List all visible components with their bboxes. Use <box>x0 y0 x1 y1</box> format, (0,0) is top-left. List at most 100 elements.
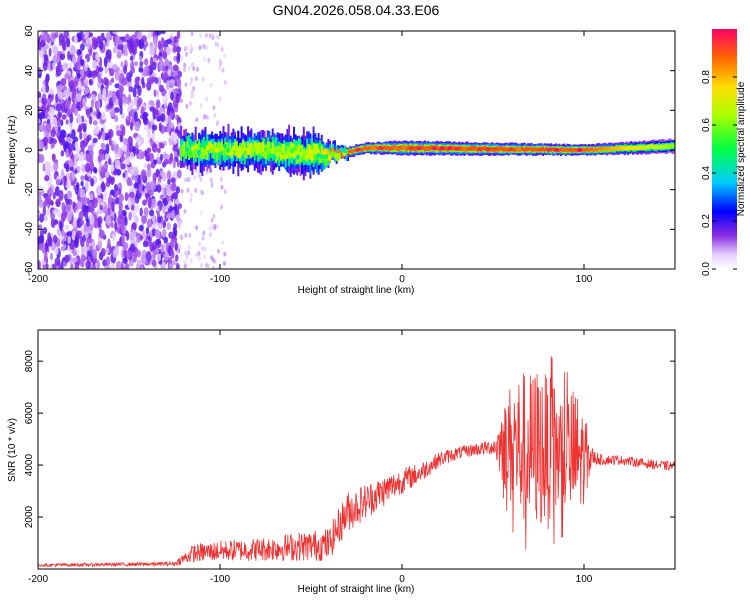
noise-speckle <box>157 40 162 50</box>
noise-speckle <box>44 175 50 182</box>
noise-speckle <box>162 171 167 182</box>
noise-speckle <box>167 116 172 127</box>
noise-speckle <box>134 215 139 224</box>
noise-speckle <box>180 188 184 194</box>
noise-speckle <box>116 129 122 137</box>
signal-cell <box>281 143 284 154</box>
signal-cell <box>664 144 667 149</box>
noise-speckle <box>134 83 140 89</box>
noise-speckle <box>96 185 102 196</box>
signal-peak <box>194 144 198 150</box>
noise-speckle <box>176 169 182 179</box>
signal-cell <box>219 141 222 153</box>
noise-speckle <box>172 158 176 169</box>
noise-speckle <box>78 99 84 109</box>
signal-cell <box>273 146 276 158</box>
noise-speckle <box>152 221 157 231</box>
signal-peak <box>500 147 506 152</box>
noise-speckle <box>77 127 83 133</box>
noise-speckle <box>189 43 193 49</box>
noise-speckle <box>117 215 123 225</box>
noise-speckle <box>129 243 136 252</box>
noise-speckle <box>210 183 214 189</box>
signal-cell <box>263 144 266 158</box>
noise-speckle <box>77 80 82 92</box>
signal-peak <box>523 147 529 152</box>
signal-peak <box>246 150 251 155</box>
noise-speckle <box>208 226 212 232</box>
noise-speckle <box>127 76 132 83</box>
noise-speckle <box>129 55 134 61</box>
snr-y-tick-label: 4000 <box>24 454 35 477</box>
signal-peak <box>554 147 560 152</box>
noise-speckle <box>115 197 120 205</box>
signal-cell <box>483 146 485 151</box>
noise-speckle <box>42 125 47 132</box>
colorbar-gradient <box>712 29 737 269</box>
noise-speckle <box>207 58 211 63</box>
noise-speckle <box>160 113 166 123</box>
noise-speckle <box>69 166 74 172</box>
signal-cell <box>384 146 387 151</box>
noise-speckle <box>81 33 85 39</box>
signal-cell <box>650 144 653 149</box>
noise-speckle <box>203 114 207 120</box>
noise-speckle <box>189 197 193 203</box>
signal-cell <box>627 145 630 150</box>
noise-speckle <box>128 211 132 221</box>
noise-speckle <box>113 184 119 192</box>
noise-speckle <box>55 93 59 104</box>
noise-speckle <box>46 97 52 105</box>
noise-speckle <box>54 31 59 38</box>
noise-speckle <box>133 182 139 189</box>
noise-speckle <box>163 236 169 244</box>
signal-cell <box>668 144 671 150</box>
signal-cell <box>528 146 531 151</box>
noise-speckle <box>220 184 224 190</box>
noise-speckle <box>90 99 95 108</box>
noise-speckle <box>71 129 76 140</box>
noise-speckle <box>72 217 78 228</box>
noise-speckle <box>190 77 194 83</box>
noise-speckle <box>175 254 179 262</box>
signal-peak <box>355 147 361 152</box>
noise-speckle <box>166 109 171 116</box>
signal-peak <box>347 149 353 154</box>
spectrogram-x-tick-label: 100 <box>576 274 593 285</box>
snr-y-label: SNR (10 * v/v) <box>7 418 18 482</box>
noise-speckle <box>167 69 172 77</box>
signal-cell <box>347 152 349 157</box>
signal-peak <box>298 145 303 151</box>
noise-speckle <box>176 54 181 64</box>
signal-cell <box>597 146 600 151</box>
signal-peak <box>281 154 286 160</box>
noise-speckle <box>179 234 183 240</box>
signal-peak <box>255 142 260 148</box>
noise-speckle <box>139 56 143 62</box>
signal-cell <box>468 146 471 152</box>
noise-speckle <box>38 260 41 269</box>
noise-speckle <box>188 65 192 71</box>
signal-cell <box>646 144 649 150</box>
noise-speckle <box>159 194 165 200</box>
noise-speckle <box>135 249 141 258</box>
noise-speckle <box>121 209 127 216</box>
signal-cell <box>314 144 317 159</box>
signal-cell <box>196 143 199 158</box>
signal-peak <box>408 146 415 151</box>
signal-cell <box>648 144 651 149</box>
noise-speckle <box>124 191 129 202</box>
noise-speckle <box>88 51 92 57</box>
signal-cell <box>222 145 225 157</box>
noise-speckle <box>143 163 148 169</box>
signal-cell <box>281 144 284 165</box>
signal-cell <box>607 146 610 151</box>
signal-cell <box>198 141 200 153</box>
noise-speckle <box>48 88 54 95</box>
noise-speckle <box>140 265 144 269</box>
noise-speckle <box>52 45 58 54</box>
noise-speckle <box>211 33 215 39</box>
noise-speckle <box>96 259 100 269</box>
signal-peak <box>424 146 430 151</box>
signal-cell <box>591 147 594 151</box>
